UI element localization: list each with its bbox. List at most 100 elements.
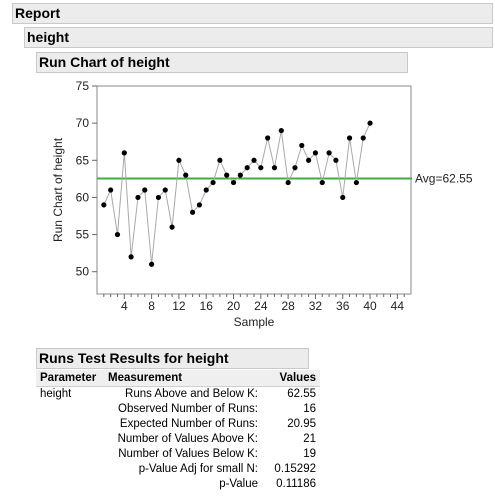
- data-point: [319, 179, 325, 186]
- runs-test-table: Parameter Measurement Values height Runs …: [36, 370, 320, 492]
- y-tick-label: 70: [76, 116, 90, 130]
- y-tick-label: 60: [76, 190, 90, 204]
- data-point: [101, 202, 107, 208]
- data-point: [346, 135, 353, 141]
- data-point: [114, 231, 121, 238]
- data-point: [135, 194, 141, 201]
- data-point: [189, 209, 196, 215]
- data-point: [149, 261, 155, 267]
- run-chart-title: Run Chart of height: [39, 54, 170, 70]
- data-point: [306, 157, 312, 163]
- data-point: [251, 157, 257, 163]
- measurement-cell: p-Value Adj for small N:: [138, 463, 258, 475]
- average-label: Avg=62.55: [415, 171, 473, 185]
- data-point: [237, 172, 243, 178]
- data-point: [299, 142, 305, 149]
- data-point: [367, 120, 373, 126]
- parameter-cell: [36, 447, 104, 462]
- data-point: [169, 224, 175, 230]
- measurement-cell: Observed Number of Runs:: [118, 403, 258, 415]
- run-chart: 50 55 60 65 70 75 4 8 12 16 20 24 28 32 36 40 44 Sample Ru…: [51, 79, 473, 329]
- x-tick-label: 8: [148, 299, 155, 313]
- x-tick-label: 40: [363, 299, 377, 313]
- data-point: [196, 202, 202, 208]
- data-point: [128, 254, 134, 260]
- table-row: Observed Number of Runs: 16: [36, 402, 320, 417]
- parameter-cell: [36, 402, 104, 417]
- parameter-cell: [36, 432, 104, 447]
- data-point: [292, 165, 298, 171]
- data-point: [108, 187, 114, 193]
- y-tick-label: 65: [76, 153, 90, 167]
- series-line: [103, 122, 371, 265]
- data-point: [258, 165, 264, 171]
- data-point: [155, 194, 162, 201]
- table-row: height Runs Above and Below K: 62.55: [36, 387, 320, 403]
- data-point: [340, 194, 346, 201]
- x-tick-label: 4: [121, 299, 128, 313]
- y-axis-label: Run Chart of height: [51, 137, 65, 242]
- measurement-cell: Runs Above and Below K:: [125, 388, 258, 400]
- data-point: [203, 187, 209, 193]
- data-point: [326, 150, 332, 156]
- value-cell: 62.55: [287, 388, 316, 400]
- x-tick-label: 24: [254, 299, 268, 313]
- data-point: [278, 127, 284, 134]
- table-row: Number of Values Below K: 19: [36, 447, 320, 462]
- y-tick-label: 55: [76, 228, 90, 242]
- height-outline-header[interactable]: height: [24, 27, 493, 48]
- data-point: [142, 187, 148, 193]
- data-point: [230, 179, 237, 186]
- data-point: [217, 157, 223, 163]
- measurement-cell: Expected Number of Runs:: [119, 418, 258, 430]
- data-point: [224, 172, 230, 178]
- report-title: Report: [15, 5, 61, 21]
- x-tick-label: 16: [200, 299, 214, 313]
- y-tick-label: 75: [76, 79, 90, 93]
- data-point: [162, 187, 168, 193]
- data-point: [183, 172, 189, 178]
- data-point: [333, 157, 339, 163]
- variable-title: height: [27, 29, 69, 45]
- value-cell: 19: [303, 448, 316, 460]
- parameter-header: Parameter: [36, 370, 104, 387]
- plot-frame: [96, 85, 412, 295]
- runs-test-title: Runs Test Results for height: [39, 350, 229, 366]
- x-tick-label: 44: [391, 299, 405, 313]
- measurement-cell: Number of Values Below K:: [118, 448, 258, 460]
- x-tick-label: 32: [309, 299, 323, 313]
- parameter-cell: [36, 477, 104, 492]
- runs-test-outline-header[interactable]: Runs Test Results for height: [36, 348, 309, 369]
- data-point: [244, 165, 250, 171]
- data-point: [285, 179, 291, 186]
- data-point: [210, 179, 216, 186]
- x-tick-label: 28: [281, 299, 295, 313]
- measurement-header: Measurement: [104, 370, 262, 387]
- data-point: [265, 135, 271, 141]
- table-row: Expected Number of Runs: 20.95: [36, 417, 320, 432]
- data-point: [353, 179, 359, 186]
- value-cell: 21: [303, 433, 316, 445]
- data-point: [271, 165, 278, 171]
- table-row: Number of Values Above K: 21: [36, 432, 320, 447]
- data-point: [176, 157, 182, 163]
- run-chart-outline-header[interactable]: Run Chart of height: [36, 52, 408, 73]
- value-cell: 16: [303, 403, 316, 415]
- value-cell: 20.95: [287, 418, 316, 430]
- parameter-cell: [36, 417, 104, 432]
- measurement-cell: Number of Values Above K:: [117, 433, 258, 445]
- data-point: [360, 135, 366, 141]
- measurement-cell: p-Value: [219, 478, 258, 490]
- x-axis-label: Sample: [234, 315, 275, 329]
- values-header: Values: [262, 370, 320, 387]
- x-tick-label: 20: [227, 299, 241, 313]
- table-row: p-Value 0.11186: [36, 477, 320, 492]
- x-tick-label: 36: [336, 299, 350, 313]
- data-point: [121, 150, 127, 156]
- parameter-cell: [36, 462, 104, 477]
- x-tick-label: 12: [172, 299, 186, 313]
- value-cell: 0.11186: [276, 478, 316, 490]
- report-outline-header[interactable]: Report: [12, 3, 493, 24]
- table-row: p-Value Adj for small N: 0.15292: [36, 462, 320, 477]
- value-cell: 0.15292: [274, 463, 316, 475]
